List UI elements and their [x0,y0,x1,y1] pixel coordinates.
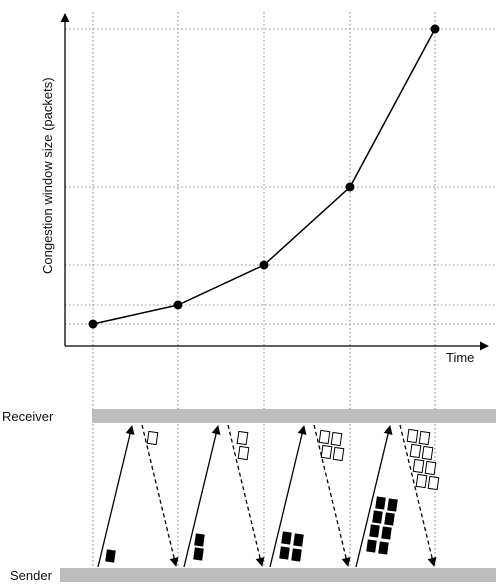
data-packet [291,548,302,562]
data-point-2 [173,300,183,310]
data-packet [366,539,377,553]
ack-packet [406,428,419,444]
ack-packet [415,473,428,489]
data-packet [384,512,395,526]
ack-packet [320,444,333,460]
receiver-bar [92,409,496,423]
data-arrow-3 [269,425,307,568]
receiver-label: Receiver [2,409,54,424]
ack-arrow-4 [399,424,437,567]
ack-packet [421,445,434,461]
ack-packet [332,446,345,462]
ack-packet [418,430,431,446]
data-point-1 [88,319,98,329]
data-packets-2 [193,533,205,561]
data-packet [381,526,392,540]
curve-points [88,24,440,329]
ack-packet [330,431,343,447]
data-packet [105,549,116,563]
round-3 [269,424,351,568]
vertical-gridlines [92,12,436,580]
round-1 [97,424,179,568]
data-point-5 [430,24,440,34]
data-packet [375,496,386,510]
horizontal-gridlines [65,28,495,325]
ack-packet [427,475,440,491]
sender-label: Sender [10,568,53,583]
x-axis-label: Time [446,350,474,365]
data-packets-3 [279,531,304,562]
ack-packet [146,430,159,446]
data-packet [378,541,389,555]
ack-packet [412,458,425,474]
ack-packets-2 [236,430,250,461]
ack-packet [409,443,422,459]
data-arrow-2 [183,425,221,568]
ack-packet [236,430,249,446]
ack-packets-3 [318,429,345,462]
data-packets-4 [366,496,398,555]
data-packet [194,533,205,547]
data-point-3 [259,260,269,270]
round-2 [183,424,265,568]
data-packet [279,546,290,560]
ack-packet [237,445,250,461]
data-packet [281,531,292,545]
data-packet [387,498,398,512]
ack-packets-4 [406,428,440,491]
round-4 [355,424,440,568]
y-axis-label: Congestion window size (packets) [40,77,55,274]
data-point-4 [345,182,355,192]
data-arrow-4 [355,425,393,568]
data-packet [293,533,304,547]
axes [60,13,489,351]
ack-arrow-3 [313,424,351,567]
data-arrow-1 [97,425,135,568]
ack-packet [318,429,331,445]
ack-packet [424,460,437,476]
ack-arrow-1 [141,424,179,567]
data-packet [369,524,380,538]
sender-bar [60,568,496,582]
data-packet [372,510,383,524]
data-packet [193,547,204,561]
ack-arrow-2 [227,424,265,567]
